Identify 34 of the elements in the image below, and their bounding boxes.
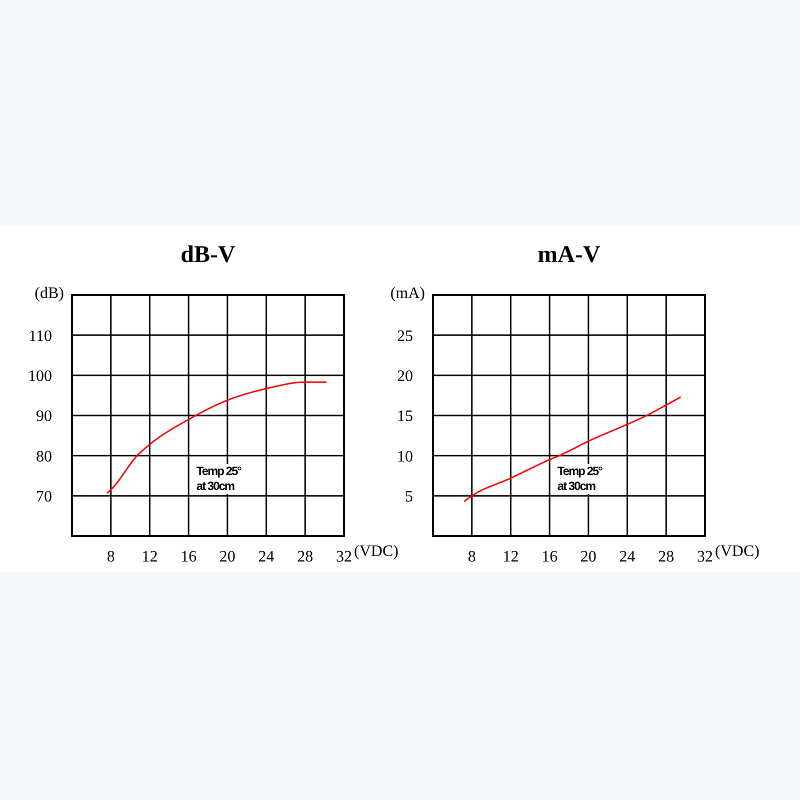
x-tick-label: 20 — [219, 548, 236, 566]
y-tick-label: 110 — [28, 328, 52, 345]
chart-title: mA-V — [536, 242, 602, 269]
y-axis-title: (mA) — [390, 285, 425, 303]
x-tick-label: 20 — [580, 548, 596, 566]
x-tick-label: 12 — [142, 548, 158, 566]
y-tick-label: 80 — [36, 448, 52, 466]
x-axis-title: (VDC) — [715, 543, 760, 561]
x-tick-label: 28 — [658, 548, 674, 566]
line-series — [463, 396, 682, 502]
x-tick-label: 28 — [297, 548, 314, 566]
y-axis-title: (dB) — [34, 285, 64, 303]
y-tick-label: 100 — [28, 368, 52, 386]
y-tick-label: 20 — [397, 368, 413, 386]
line-series — [106, 381, 328, 494]
annotation: Temp 25° at 30cm — [194, 464, 243, 494]
x-tick-label: 12 — [502, 548, 519, 566]
x-tick-label: 8 — [468, 548, 476, 566]
x-tick-label: 8 — [106, 548, 115, 566]
annotation: Temp 25° at 30cm — [555, 464, 604, 494]
y-tick-label: 5 — [405, 488, 413, 506]
y-tick-label: 15 — [397, 408, 413, 426]
x-tick-label: 32 — [336, 548, 352, 566]
x-axis-title: (VDC) — [354, 543, 398, 561]
y-tick-label: 70 — [36, 488, 52, 506]
x-tick-label: 16 — [180, 548, 197, 566]
x-tick-label: 24 — [258, 548, 274, 566]
x-tick-label: 16 — [542, 548, 558, 566]
x-tick-label: 32 — [697, 548, 713, 566]
x-tick-label: 24 — [619, 548, 636, 566]
y-tick-label: 10 — [397, 448, 413, 466]
y-tick-label: 25 — [397, 328, 413, 345]
chart-title: dB-V — [180, 242, 236, 269]
y-tick-label: 90 — [36, 408, 52, 426]
